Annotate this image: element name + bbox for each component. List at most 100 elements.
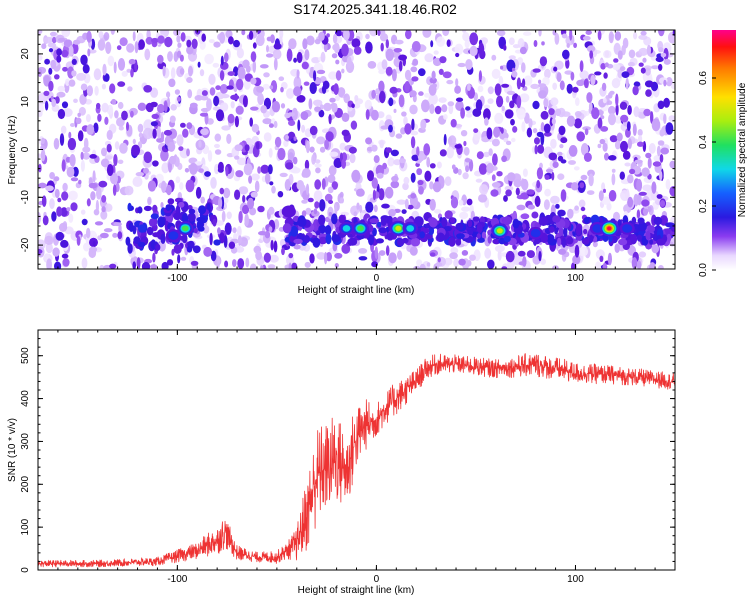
noise-blob <box>171 248 175 256</box>
noise-blob <box>494 112 504 124</box>
noise-blob <box>462 172 469 180</box>
noise-blob <box>533 40 538 47</box>
noise-blob <box>341 129 350 137</box>
noise-blob <box>568 145 578 157</box>
noise-blob <box>92 240 96 247</box>
noise-blob <box>608 190 617 202</box>
noise-blob <box>503 44 507 51</box>
noise-blob <box>416 146 420 157</box>
noise-blob <box>137 123 144 133</box>
noise-blob <box>244 144 250 152</box>
noise-blob <box>230 101 235 109</box>
noise-blob <box>356 188 365 197</box>
noise-blob <box>178 146 184 152</box>
noise-blob <box>151 113 160 119</box>
noise-blob <box>501 105 505 111</box>
noise-blob <box>121 70 128 77</box>
noise-blob <box>497 249 502 261</box>
noise-blob <box>41 137 45 144</box>
noise-blob <box>286 88 295 99</box>
noise-blob <box>228 36 234 45</box>
noise-blob <box>448 135 457 146</box>
noise-blob <box>286 48 293 62</box>
noise-blob <box>44 235 54 245</box>
noise-blob <box>399 158 406 164</box>
noise-blob <box>543 123 551 134</box>
band-blob <box>375 238 384 244</box>
noise-blob <box>209 232 213 246</box>
noise-blob <box>38 182 47 189</box>
noise-blob <box>388 124 393 133</box>
noise-blob <box>179 54 184 62</box>
noise-blob <box>588 101 593 113</box>
noise-blob <box>160 202 164 209</box>
spectrogram-ylabel: Frequency (Hz) <box>7 116 18 185</box>
noise-blob <box>260 164 270 174</box>
noise-blob <box>410 136 416 149</box>
band-blob <box>148 218 155 227</box>
noise-blob <box>584 128 589 136</box>
noise-blob <box>528 118 533 129</box>
noise-blob <box>565 58 570 69</box>
noise-blob <box>620 140 628 153</box>
band-blob <box>125 236 131 246</box>
noise-blob <box>173 30 181 36</box>
noise-blob <box>305 140 310 154</box>
noise-blob <box>166 259 174 266</box>
noise-blob <box>212 62 220 68</box>
noise-blob <box>101 102 109 113</box>
noise-blob <box>659 154 664 163</box>
noise-blob <box>188 65 193 77</box>
noise-blob <box>226 211 232 220</box>
noise-blob <box>390 149 399 157</box>
noise-blob <box>307 197 314 203</box>
noise-blob <box>512 44 520 49</box>
noise-blob <box>560 137 568 144</box>
y-tick-label: 20 <box>20 48 31 60</box>
noise-blob <box>293 136 297 141</box>
noise-blob <box>277 147 286 161</box>
noise-blob <box>61 30 71 38</box>
noise-blob <box>455 78 459 87</box>
noise-blob <box>640 67 646 74</box>
band-blob <box>173 212 182 221</box>
band-blob <box>467 219 473 228</box>
noise-blob <box>376 172 384 179</box>
noise-blob <box>483 108 491 121</box>
noise-blob <box>249 117 253 127</box>
noise-blob <box>255 141 260 150</box>
noise-blob <box>526 127 533 138</box>
noise-blob <box>237 66 246 79</box>
noise-blob <box>178 201 185 208</box>
noise-blob <box>401 111 407 117</box>
noise-blob <box>544 174 550 180</box>
noise-blob <box>68 213 74 223</box>
noise-blob <box>417 150 425 162</box>
noise-blob <box>567 208 574 219</box>
noise-blob <box>651 181 657 194</box>
noise-blob <box>454 43 464 55</box>
noise-blob <box>92 170 96 183</box>
noise-blob <box>311 154 316 165</box>
noise-blob <box>200 95 209 101</box>
noise-blob <box>355 182 362 191</box>
band-blob <box>583 217 590 224</box>
noise-blob <box>663 113 667 125</box>
band-blob <box>472 216 480 222</box>
noise-blob <box>424 93 431 98</box>
noise-blob <box>135 172 144 177</box>
noise-blob <box>550 97 559 106</box>
noise-blob <box>311 57 321 64</box>
noise-blob <box>604 50 610 58</box>
noise-blob <box>268 206 275 215</box>
noise-blob <box>496 171 503 177</box>
noise-blob <box>465 59 473 70</box>
band-blob <box>637 217 645 225</box>
noise-blob <box>612 63 621 71</box>
noise-blob <box>118 224 122 233</box>
band-blob <box>164 220 169 232</box>
noise-blob <box>234 189 241 200</box>
figure-title: S174.2025.341.18.46.R02 <box>293 1 457 17</box>
band-blob <box>297 218 307 227</box>
noise-blob <box>266 36 272 42</box>
